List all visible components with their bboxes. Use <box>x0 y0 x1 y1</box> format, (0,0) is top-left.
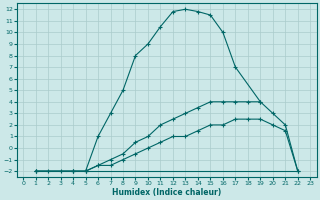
X-axis label: Humidex (Indice chaleur): Humidex (Indice chaleur) <box>112 188 221 197</box>
